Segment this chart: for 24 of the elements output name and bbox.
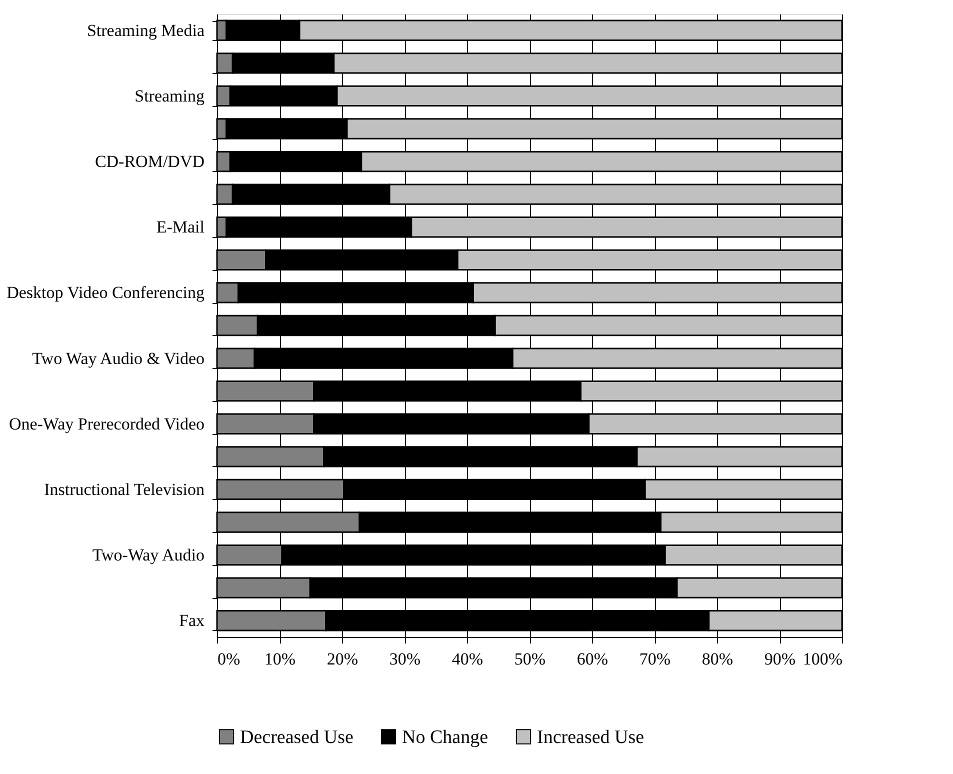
x-tick-label: 0%: [218, 650, 240, 668]
x-tick-label: 40%: [452, 650, 484, 668]
x-tick-label: 70%: [639, 650, 671, 668]
x-tick-label: 10%: [264, 650, 296, 668]
x-tick-label: 80%: [702, 650, 734, 668]
y-tick-label: One-Way Prerecorded Video: [8, 414, 204, 434]
x-tick-label: 60%: [576, 650, 608, 668]
y-tick-label: Desktop Video Conferencing: [6, 283, 205, 302]
x-tick-label: 20%: [326, 650, 358, 668]
legend-label: No Change: [402, 726, 488, 748]
y-tick-label: Fax: [179, 611, 205, 630]
legend-label: Decreased Use: [240, 726, 354, 748]
y-tick-label: Streaming: [134, 86, 205, 106]
y-tick-label: Two-Way Audio: [92, 546, 204, 565]
legend-label: Increased Use: [537, 726, 644, 748]
y-tick-label: CD-ROM/DVD: [94, 152, 204, 172]
y-tick-label: Instructional Television: [44, 480, 205, 499]
y-tick-label: Two Way Audio & Video: [32, 348, 204, 368]
x-tick-label: 100%: [802, 650, 842, 668]
x-tick-label: 30%: [389, 650, 421, 668]
y-tick-label: Streaming Media: [86, 20, 205, 40]
x-tick-label: 90%: [764, 650, 796, 668]
x-tick-label: 50%: [514, 650, 546, 668]
y-tick-label: E-Mail: [156, 218, 205, 237]
